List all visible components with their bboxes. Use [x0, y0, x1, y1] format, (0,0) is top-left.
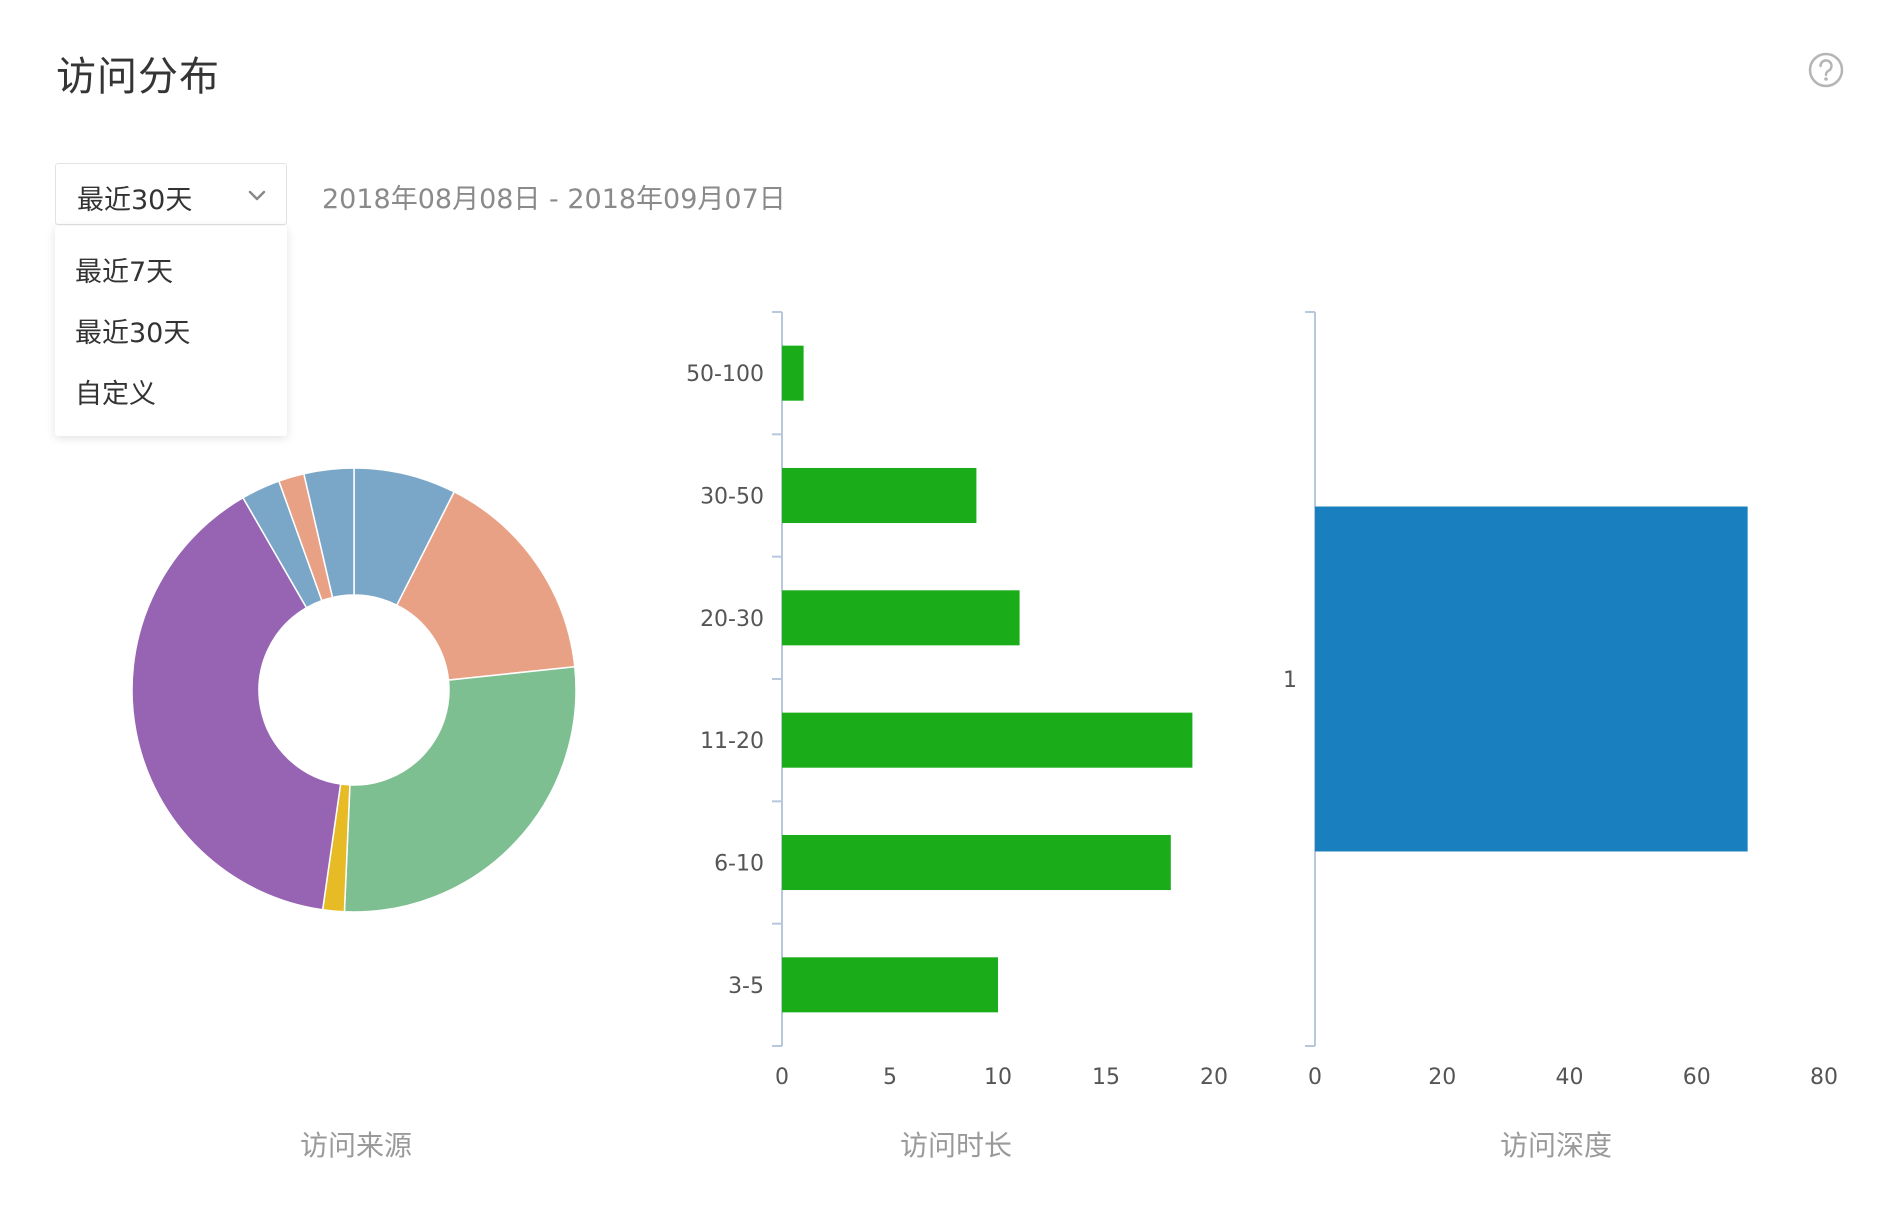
pie-slice[interactable] [395, 490, 576, 681]
y-tick-label: 30-50 [700, 485, 764, 510]
x-tick-label: 0 [775, 1065, 789, 1090]
x-tick-label: 10 [984, 1065, 1012, 1090]
y-tick-label: 6-10 [714, 852, 764, 877]
x-tick-label: 40 [1556, 1065, 1584, 1090]
date-range-select[interactable]: 最近30天 [55, 163, 287, 225]
bar[interactable] [782, 345, 804, 401]
x-tick-label: 60 [1683, 1065, 1711, 1090]
bar[interactable] [782, 834, 1171, 891]
depth-bar-chart: 1 0 20 40 60 80 [1283, 311, 1838, 1090]
bar[interactable] [782, 957, 998, 1013]
bar[interactable] [782, 712, 1193, 768]
x-tick-label: 5 [883, 1065, 897, 1090]
y-tick-label: 11-20 [700, 729, 764, 754]
pie-slice[interactable] [302, 467, 355, 599]
date-range-dropdown: 最近7天 最近30天 自定义 [55, 226, 287, 436]
pie-slice[interactable] [343, 665, 577, 913]
chart-title-source: 访问来源 [299, 1129, 413, 1162]
select-value: 最近30天 [77, 185, 193, 216]
x-tick-label: 80 [1810, 1065, 1838, 1090]
source-donut-chart [131, 467, 577, 913]
chart-title-duration: 访问时长 [899, 1129, 1013, 1162]
page-title: 访问分布 [56, 54, 220, 100]
bar[interactable] [1315, 506, 1748, 852]
y-tick-label: 50-100 [686, 362, 764, 387]
chart-title-depth: 访问深度 [1499, 1129, 1613, 1162]
bar[interactable] [782, 467, 977, 524]
pie-slice[interactable] [131, 496, 342, 911]
x-tick-label: 0 [1308, 1065, 1322, 1090]
x-tick-label: 20 [1428, 1065, 1456, 1090]
chevron-down-icon [248, 190, 266, 201]
y-tick-label: 1 [1283, 668, 1297, 693]
x-tick-label: 20 [1200, 1065, 1228, 1090]
bar[interactable] [782, 590, 1020, 646]
duration-bar-chart: 50-100 30-50 20-30 11-20 6-10 3-5 0 5 10 15 20 [686, 311, 1228, 1090]
dropdown-option-custom[interactable]: 自定义 [75, 379, 156, 410]
question-circle-icon[interactable] [1808, 52, 1844, 88]
y-tick-label: 3-5 [728, 974, 764, 999]
date-range-text: 2018年08月08日 - 2018年09月07日 [322, 184, 786, 215]
y-tick-label: 20-30 [700, 607, 764, 632]
dropdown-option-7days[interactable]: 最近7天 [75, 257, 174, 288]
x-tick-label: 15 [1092, 1065, 1120, 1090]
dropdown-option-30days[interactable]: 最近30天 [75, 318, 191, 349]
